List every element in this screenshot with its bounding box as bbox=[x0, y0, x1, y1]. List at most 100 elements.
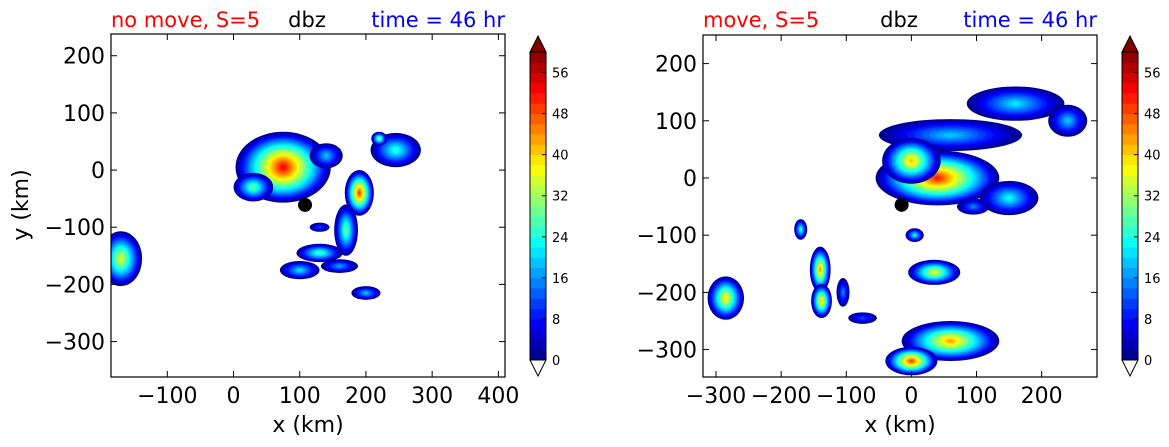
colorbar-band bbox=[530, 134, 546, 145]
contour-band bbox=[252, 185, 255, 189]
contour-band bbox=[971, 205, 976, 208]
colorbar-band bbox=[530, 72, 546, 84]
colorbar-band bbox=[530, 62, 546, 73]
colorbar: 0 8 16 24 32 40 48 56 bbox=[1121, 34, 1161, 378]
storm-cell bbox=[707, 276, 745, 320]
contour-band bbox=[378, 137, 381, 140]
contour-band bbox=[364, 291, 368, 294]
colorbar-band bbox=[530, 113, 546, 125]
storm-cell bbox=[309, 222, 330, 232]
x-tick-label: −100 bbox=[816, 384, 876, 409]
reflectivity-field bbox=[111, 131, 421, 300]
x-axis-label: x (km) bbox=[272, 413, 343, 438]
contour-band bbox=[337, 265, 342, 268]
colorbar-band bbox=[1122, 82, 1138, 94]
colorbar-band bbox=[530, 123, 546, 135]
contour-band bbox=[935, 176, 940, 180]
colorbar-band bbox=[530, 175, 546, 186]
contour-band bbox=[819, 268, 822, 271]
contour-band bbox=[1011, 101, 1021, 106]
colorbar-extend-min bbox=[529, 359, 547, 378]
x-tick-label: 300 bbox=[411, 384, 453, 409]
colorbar-band bbox=[530, 82, 546, 94]
reflectivity-field bbox=[707, 86, 1088, 376]
storm-cell bbox=[309, 143, 343, 169]
colorbar-band bbox=[1122, 318, 1138, 330]
x-axis-label: x (km) bbox=[864, 413, 935, 438]
y-tick-label: 0 bbox=[91, 159, 105, 184]
y-tick-label: 0 bbox=[683, 167, 697, 192]
colorbar-band bbox=[1122, 52, 1138, 63]
colorbar-extend-max bbox=[1121, 34, 1139, 53]
contour-band bbox=[943, 133, 958, 138]
axis-ticks: −100 0 100 200 300 400 200 100 0 −100 −200 −300 bbox=[45, 34, 519, 409]
contour-band bbox=[910, 159, 913, 163]
colorbar-band bbox=[530, 267, 546, 279]
colorbar-band bbox=[1122, 195, 1138, 207]
x-tick-label: 200 bbox=[345, 384, 387, 409]
colorbar-band bbox=[1122, 113, 1138, 125]
x-tick-label: −300 bbox=[686, 384, 746, 409]
colorbar-band bbox=[1122, 349, 1138, 361]
plot-frame bbox=[110, 33, 506, 378]
panel-title-right: time = 46 hr bbox=[371, 8, 505, 32]
colorbar-band bbox=[1122, 288, 1138, 299]
storm-center-marker bbox=[894, 197, 909, 212]
storm-cell bbox=[344, 170, 374, 216]
y-tick-label: −200 bbox=[45, 273, 105, 298]
colorbar-band bbox=[530, 257, 546, 268]
x-tick-label: 200 bbox=[1021, 384, 1063, 409]
colorbar-band bbox=[530, 298, 546, 310]
colorbar-band bbox=[530, 339, 546, 351]
colorbar-band bbox=[1122, 257, 1138, 268]
colorbar-tick-label: 40 bbox=[552, 149, 569, 164]
colorbar-tick-label: 40 bbox=[1144, 149, 1161, 164]
storm-center-marker bbox=[298, 197, 313, 212]
colorbar-tick-label: 56 bbox=[552, 67, 569, 82]
contour-band bbox=[393, 148, 398, 152]
colorbar-band bbox=[1122, 277, 1138, 289]
x-tick-label: −200 bbox=[751, 384, 811, 409]
colorbar-tick-label: 0 bbox=[1144, 354, 1152, 369]
colorbar-band bbox=[1122, 154, 1138, 166]
panel-title-right: time = 46 hr bbox=[963, 8, 1097, 32]
storm-cell bbox=[794, 219, 808, 240]
contour-band bbox=[345, 227, 348, 233]
colorbar-frame bbox=[1121, 51, 1139, 361]
contour-band bbox=[281, 165, 285, 170]
colorbar-band bbox=[1122, 175, 1138, 186]
colorbar-band bbox=[530, 52, 546, 63]
colorbar-tick-label: 24 bbox=[1144, 231, 1161, 246]
colorbar-extend-min bbox=[1121, 359, 1139, 378]
colorbar-band bbox=[530, 226, 546, 238]
colorbar-band bbox=[530, 247, 546, 258]
storm-cell bbox=[809, 246, 831, 293]
storm-cell bbox=[908, 259, 961, 285]
colorbar-tick-label: 16 bbox=[1144, 272, 1161, 287]
colorbar-tick-label: 32 bbox=[552, 190, 569, 205]
storm-cell bbox=[279, 260, 320, 280]
colorbar-band bbox=[530, 206, 546, 217]
contour-band bbox=[1006, 196, 1012, 200]
contour-band bbox=[317, 251, 322, 254]
contour-band bbox=[724, 296, 727, 300]
contour-band bbox=[119, 255, 123, 262]
colorbar-band bbox=[1122, 226, 1138, 238]
contour-band bbox=[860, 316, 865, 320]
y-tick-label: 200 bbox=[655, 53, 697, 78]
x-tick-label: 0 bbox=[227, 384, 241, 409]
y-tick-label: 100 bbox=[63, 102, 105, 127]
colorbar-band bbox=[1122, 134, 1138, 145]
colorbar-band bbox=[530, 288, 546, 299]
y-tick-label: −300 bbox=[45, 331, 105, 356]
colorbar-band bbox=[1122, 103, 1138, 114]
contour-band bbox=[913, 234, 916, 237]
contour-band bbox=[948, 339, 953, 343]
colorbar-frame bbox=[529, 51, 547, 361]
storm-cell bbox=[233, 172, 274, 202]
colorbar-tick-label: 48 bbox=[552, 108, 569, 123]
colorbar-band bbox=[530, 154, 546, 166]
x-tick-label: 0 bbox=[904, 384, 918, 409]
